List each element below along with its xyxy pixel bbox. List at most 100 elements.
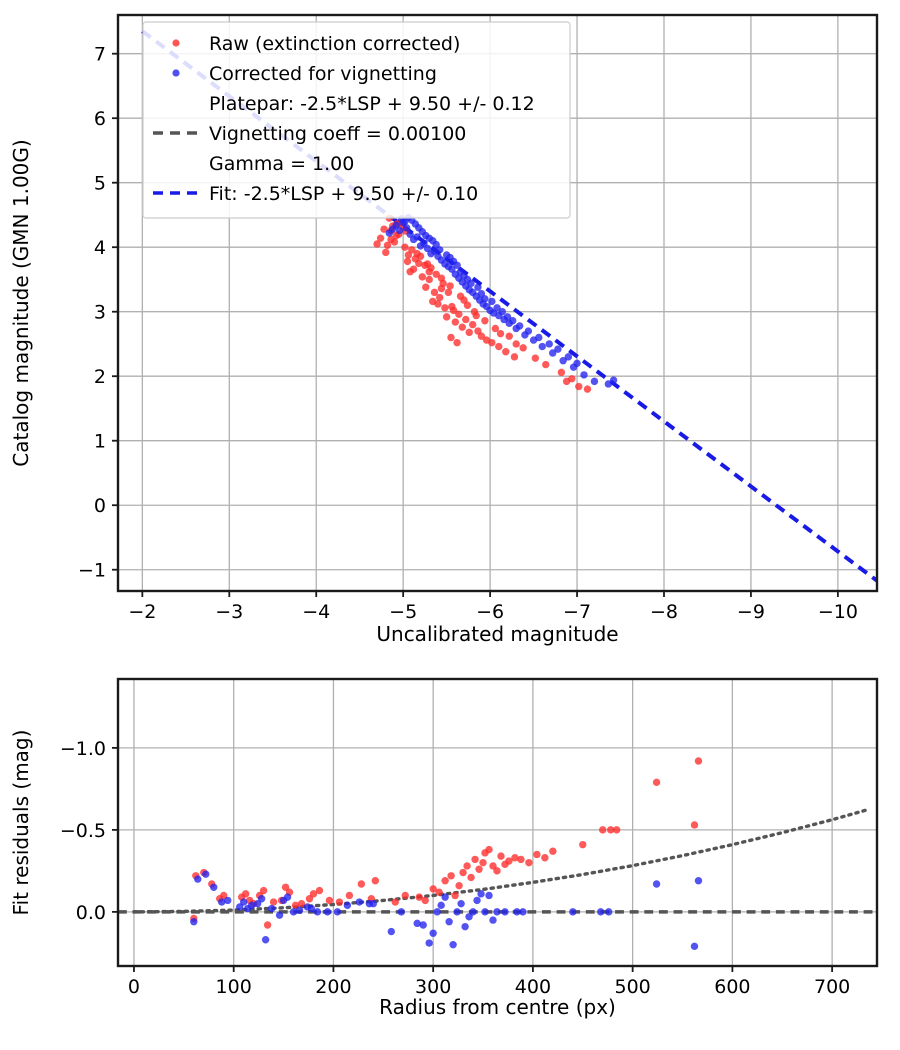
y-tick-label: 2 [94,366,106,388]
x-tick-label: −8 [650,601,678,623]
data-point [609,376,618,384]
data-point [564,353,573,361]
data-point [261,936,270,944]
data-point [493,304,501,312]
data-point [391,898,399,906]
data-point [434,300,442,308]
data-point [455,310,463,318]
x-tick-label: −3 [215,601,243,623]
top-panel-magnitude-calibration: −2 −3 −4 −5 −6 −7 −8 −9 −10−101234567Uncalibrate… [9,13,879,646]
data-point [295,906,304,914]
y-tick-label: 4 [94,237,106,259]
data-point [505,857,513,865]
axis-ticks: 0 100 200 300 400 500 600 700 0.0 −0.5 −1.0 [60,738,850,998]
data-point [458,323,466,331]
scatter-series [373,214,592,393]
x-tick-label: 600 [714,976,750,998]
data-point [510,353,519,361]
legend-label: Vignetting coeff = 0.00100 [209,123,466,145]
y-tick-label: 7 [94,44,106,66]
data-point [371,877,380,885]
data-point [297,899,306,908]
legend-item[interactable]: Vignetting coeff = 0.00100 [153,123,466,145]
data-point [477,890,485,898]
data-point [502,348,510,356]
data-point [437,274,446,282]
data-point [269,898,278,906]
data-point [511,854,519,862]
x-axis-label: Uncalibrated magnitude [376,622,618,646]
y-tick-label: 3 [94,302,106,324]
data-point [289,908,298,916]
data-point [449,940,457,949]
data-point [599,826,607,834]
legend-item[interactable]: Gamma = 1.00 [209,153,354,175]
y-tick-label: 5 [94,173,106,195]
data-point [445,918,453,926]
data-point [485,845,493,854]
data-point [538,342,546,351]
data-point [475,865,483,873]
data-point [307,904,316,913]
data-point [343,901,352,910]
legend-label: Gamma = 1.00 [209,153,354,175]
legend-item[interactable]: Platepar: -2.5*LSP + 9.50 +/- 0.12 [209,93,535,115]
plot-area-background [118,679,877,966]
data-point [453,908,461,916]
data-point [575,382,583,391]
data-point [481,317,489,325]
data-point [432,270,440,278]
x-tick-label: 0 [128,976,140,998]
data-point [652,778,661,787]
data-point [387,927,395,936]
data-point [218,898,226,906]
y-tick-label: −1.0 [60,738,106,760]
data-point [471,855,479,864]
data-point [579,840,587,849]
legend-item[interactable]: Raw (extinction corrected) [172,33,460,55]
data-point [429,885,437,893]
data-point [465,328,473,337]
data-point [325,896,334,905]
data-point [481,295,489,303]
data-point [309,890,318,898]
data-point [281,883,290,891]
data-point [401,243,409,251]
data-point [267,904,276,913]
data-point [413,233,421,241]
data-point [415,893,423,901]
data-point [652,880,661,888]
data-point [390,238,399,246]
data-point [481,908,489,916]
data-point [467,279,475,288]
data-point [459,868,467,877]
data-point [369,899,378,908]
data-point [605,908,613,916]
data-point [559,357,567,365]
axes-spines [116,13,879,593]
data-point [474,283,482,291]
data-point [461,922,469,931]
data-point [433,908,441,916]
data-point [515,322,524,330]
legend-label: Fit: -2.5*LSP + 9.50 +/- 0.10 [209,183,478,205]
data-point [447,872,455,880]
data-point [444,288,453,297]
data-point [612,826,621,834]
y-tick-label: −1 [78,560,106,582]
data-point [607,826,615,834]
legend-item[interactable]: Fit: -2.5*LSP + 9.50 +/- 0.10 [153,183,478,205]
data-point [241,890,250,898]
data-point [463,301,472,309]
data-point [441,877,449,885]
x-tick-label: 500 [615,976,651,998]
data-point [419,921,427,929]
legend-label: Corrected for vignetting [209,63,437,85]
bottom-panel-fit-residuals: 0 100 200 300 400 500 600 700 0.0 −0.5 −1.0 Radius … [9,677,879,1019]
legend-label: Raw (extinction corrected) [209,33,460,55]
y-axis-label: Catalog magnitude (GMN 1.00G) [9,139,33,466]
legend-item[interactable]: Corrected for vignetting [172,63,437,85]
